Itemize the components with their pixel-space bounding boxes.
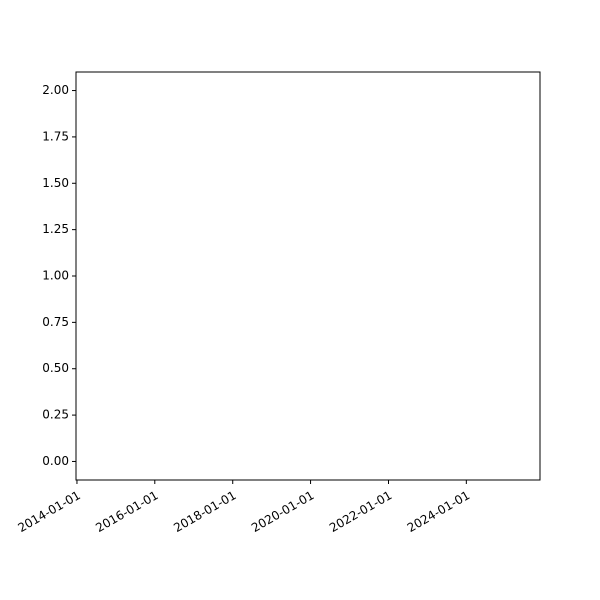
y-tick-label: 1.00 (42, 269, 69, 283)
x-tick-label: 2024-01-01 (405, 488, 472, 535)
x-tick-label: 2020-01-01 (249, 488, 316, 535)
x-tick-label: 2018-01-01 (171, 488, 238, 535)
x-tick-label: 2014-01-01 (15, 488, 82, 535)
x-tick-label: 2016-01-01 (93, 488, 160, 535)
y-tick-label: 0.00 (42, 454, 69, 468)
y-tick-label: 1.75 (42, 129, 69, 143)
y-tick-label: 2.00 (42, 83, 69, 97)
y-tick-label: 0.50 (42, 361, 69, 375)
y-tick-label: 1.50 (42, 176, 69, 190)
plot-frame (75, 71, 541, 481)
y-tick-label: 0.25 (42, 408, 69, 422)
x-tick-label: 2022-01-01 (327, 488, 394, 535)
y-tick-label: 0.75 (42, 315, 69, 329)
y-tick-label: 1.25 (42, 222, 69, 236)
